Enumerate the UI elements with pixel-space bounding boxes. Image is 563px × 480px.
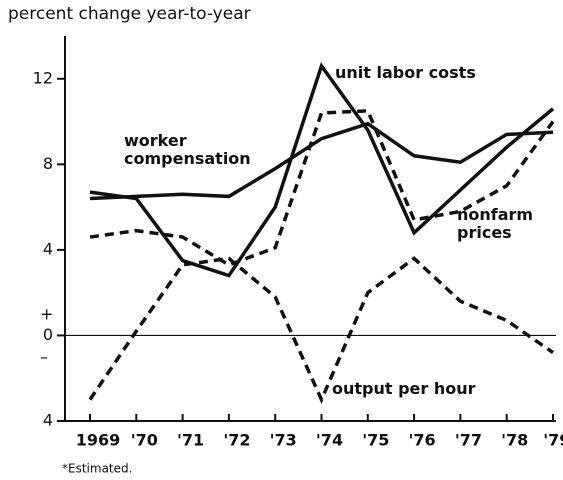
y-axis-label: percent change year-to-year <box>8 4 251 24</box>
y-tick-label: 4 <box>43 411 53 430</box>
y-tick-label: 0 <box>43 325 53 344</box>
minus-sign: – <box>40 348 48 367</box>
x-tick-label: '73 <box>270 431 297 450</box>
series-line <box>89 62 555 278</box>
y-tick-label: 4 <box>43 239 53 258</box>
x-tick-label: '72 <box>223 431 250 450</box>
series-line <box>89 121 554 201</box>
series-label: output per hour <box>332 379 476 398</box>
footnote: *Estimated. <box>62 462 132 476</box>
x-tick-label: '78 <box>501 431 528 450</box>
plus-sign: + <box>40 305 53 324</box>
x-tick-label: 1969 <box>76 431 121 450</box>
series-label: nonfarm prices <box>457 205 534 242</box>
y-tick-label: 12 <box>33 68 53 87</box>
x-tick-label: '75 <box>362 431 389 450</box>
x-tick-label: '70 <box>131 431 158 450</box>
y-tick-label: 8 <box>43 154 53 173</box>
series-line <box>88 256 554 404</box>
x-tick-label: '76 <box>409 431 436 450</box>
series-label: worker compensation <box>124 131 251 168</box>
series-line <box>89 109 555 267</box>
x-tick-label: '79* <box>543 431 563 450</box>
series-label: unit labor costs <box>335 63 476 82</box>
x-tick-label: '77 <box>455 431 482 450</box>
x-tick-label: '71 <box>177 431 204 450</box>
x-tick-label: '74 <box>316 431 343 450</box>
